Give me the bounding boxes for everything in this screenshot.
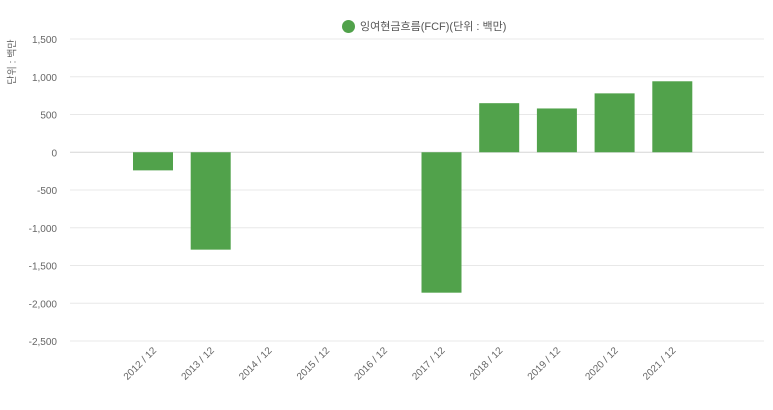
legend[interactable]: 잉여현금흐름(FCF)(단위 : 백만)	[342, 17, 506, 35]
bar	[479, 103, 520, 153]
y-tick-label: 0	[51, 148, 57, 159]
y-tick-label: -2,500	[29, 337, 58, 348]
y-tick-label: -1,000	[29, 224, 58, 235]
legend-label: 잉여현금흐름(FCF)(단위 : 백만)	[360, 21, 507, 33]
bar	[421, 152, 462, 293]
x-tick-label: 2017 / 12	[410, 345, 448, 383]
bar	[190, 152, 231, 250]
x-tick-label: 2012 / 12	[122, 345, 160, 383]
x-tick-label: 2019 / 12	[526, 345, 564, 383]
bar	[594, 93, 635, 153]
y-axis-title: 단위 : 백만	[7, 39, 19, 85]
x-tick-label: 2013 / 12	[180, 345, 218, 383]
bar	[652, 81, 693, 153]
y-tick-label: -2,000	[29, 299, 58, 310]
bar	[536, 108, 577, 153]
y-tick-label: -500	[37, 186, 57, 197]
x-tick-label: 2015 / 12	[295, 345, 333, 383]
x-tick-label: 2020 / 12	[583, 345, 621, 383]
y-axis-title-box: 단위 : 백만	[4, 38, 19, 86]
y-tick-label: -1,500	[29, 262, 58, 273]
legend-marker-icon	[342, 19, 355, 33]
y-tick-label: 1,500	[32, 35, 57, 46]
x-tick-label: 2018 / 12	[468, 345, 506, 383]
x-tick-label: 2021 / 12	[641, 345, 679, 383]
x-tick-label: 2016 / 12	[353, 345, 391, 383]
bar	[133, 152, 173, 171]
y-tick-label: 500	[40, 111, 57, 122]
y-tick-label: 1,000	[32, 73, 57, 84]
x-tick-label: 2014 / 12	[237, 345, 275, 383]
